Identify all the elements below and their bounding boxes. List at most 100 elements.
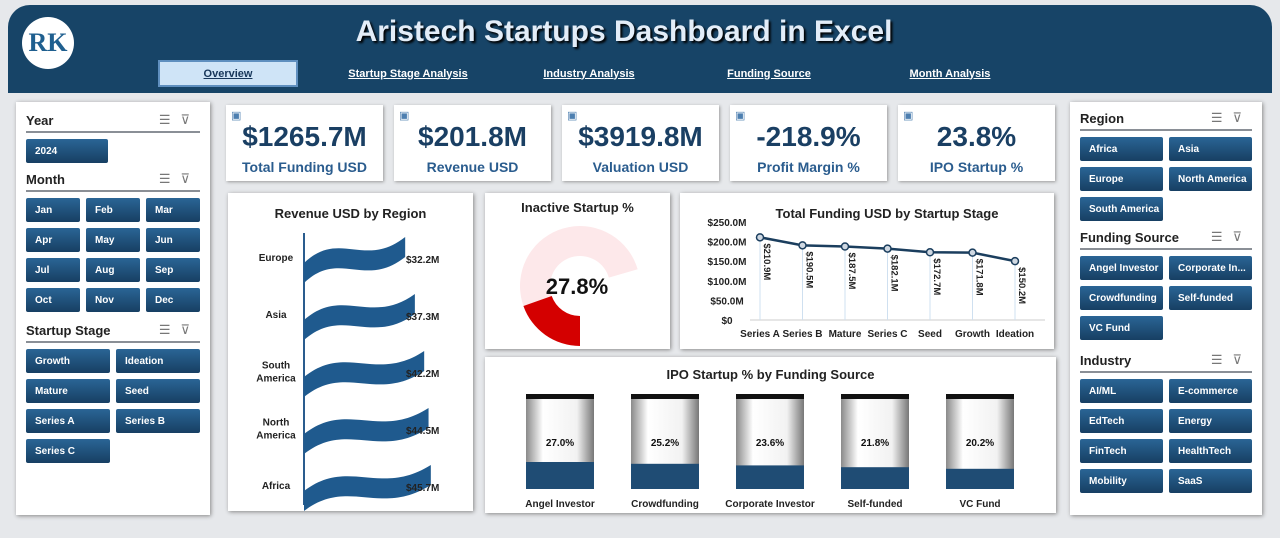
month-aug-button[interactable]: Aug [86,258,140,282]
cylinder-cap [736,394,804,399]
month-feb-button[interactable]: Feb [86,198,140,222]
bar-europe [304,237,406,283]
month-nov-button[interactable]: Nov [86,288,140,312]
data-label: $171.8M [974,259,985,296]
month-slicer-header: Month ☰⊽ [26,171,200,192]
stage-series-c-button[interactable]: Series C [26,439,110,463]
ipo-icon: ▣ [903,110,914,122]
industry-saas-button[interactable]: SaaS [1169,469,1252,493]
funding-vc-fund-button[interactable]: VC Fund [1080,316,1163,340]
industry-ai-ml-button[interactable]: AI/ML [1080,379,1163,403]
fill-bar [631,463,699,489]
gauge-value-arc [523,295,580,346]
stage-ideation-button[interactable]: Ideation [116,349,200,373]
data-label: 25.2% [651,438,679,449]
industry-mobility-button[interactable]: Mobility [1080,469,1163,493]
multiselect-clear-filter-icons[interactable]: ☰⊽ [158,171,200,186]
kpi-label: Total Funding USD [242,159,367,175]
year-2024-button[interactable]: 2024 [26,139,108,163]
funding-line-plot: $0 $50.0M $100.0M $150.0M $200.0M $250.0M $210… [708,218,1045,340]
month-jan-button[interactable]: Jan [26,198,80,222]
multiselect-clear-filter-icons[interactable]: ☰⊽ [1210,229,1252,244]
industry-energy-button[interactable]: Energy [1169,409,1252,433]
stage-series-a-button[interactable]: Series A [26,409,110,433]
multiselect-clear-filter-icons[interactable]: ☰⊽ [1210,352,1252,367]
kpi-value: 23.8% [936,121,1017,152]
fill-bar [946,468,1014,489]
month-sep-button[interactable]: Sep [146,258,200,282]
stage-series-b-button[interactable]: Series B [116,409,200,433]
point-ideation [1010,256,1020,266]
month-jul-button[interactable]: Jul [26,258,80,282]
y-tick-label: $150.0M [708,257,747,268]
category-label: Asia [265,310,287,321]
x-tick-label: Series C [867,329,907,340]
x-tick-label: Growth [955,329,990,340]
month-mar-button[interactable]: Mar [146,198,200,222]
x-tick-label: Seed [918,329,942,340]
funding-slicer: Angel Investor Corporate In... Crowdfundin… [1080,256,1252,340]
kpi-value: $201.8M [418,121,527,152]
kpi-card-revenue-usd: ▣ $201.8M Revenue USD [394,105,551,181]
month-apr-button[interactable]: Apr [26,228,80,252]
funding-slicer-title: Funding Source [1080,229,1179,245]
tab-industry-analysis[interactable]: Industry Analysis [543,67,635,80]
industry-e-commerce-button[interactable]: E-commerce [1169,379,1252,403]
month-oct-button[interactable]: Oct [26,288,80,312]
data-label: $190.5M [804,251,815,288]
region-asia-button[interactable]: Asia [1169,137,1252,161]
data-label: 23.6% [756,438,784,449]
stage-growth-button[interactable]: Growth [26,349,110,373]
y-tick-label: $0 [721,316,733,327]
point-mature [840,242,850,251]
y-tick-label: $250.0M [708,218,747,229]
funding-corporate-in-button[interactable]: Corporate In... [1169,256,1252,280]
category-label: North [263,418,290,429]
category-label: Angel Investor [525,499,595,510]
kpi-label: Revenue USD [426,159,519,175]
industry-fintech-button[interactable]: FinTech [1080,439,1163,463]
tab-funding-source[interactable]: Funding Source [727,67,811,80]
cylinder-cap [526,394,594,399]
kpi-value: $1265.7M [242,121,367,152]
multiselect-clear-filter-icons[interactable]: ☰⊽ [1210,110,1252,125]
stage-mature-button[interactable]: Mature [26,379,110,403]
tab-month-analysis[interactable]: Month Analysis [909,67,991,80]
month-dec-button[interactable]: Dec [146,288,200,312]
month-jun-button[interactable]: Jun [146,228,200,252]
tab-startup-stage-analysis[interactable]: Startup Stage Analysis [348,67,468,80]
region-north-america-button[interactable]: North America [1169,167,1252,191]
industry-healthtech-button[interactable]: HealthTech [1169,439,1252,463]
multiselect-clear-filter-icons[interactable]: ☰⊽ [158,322,200,337]
data-label: 27.0% [546,438,574,449]
multiselect-clear-filter-icons[interactable]: ☰⊽ [158,112,200,127]
region-south-america-button[interactable]: South America [1080,197,1163,221]
funding-self-funded-button[interactable]: Self-funded [1169,286,1252,310]
chart-title: Revenue USD by Region [274,206,427,221]
month-may-button[interactable]: May [86,228,140,252]
industry-edtech-button[interactable]: EdTech [1080,409,1163,433]
revenue-chart-icon: ▣ [399,110,410,122]
page-title: Aristech Startups Dashboard in Excel [355,15,893,48]
ipo-by-funding-chart: IPO Startup % by Funding Source 27.0% Ang… [485,357,1056,513]
inactive-gauge: 27.8% [520,226,638,346]
cylinder-cap [946,394,1014,399]
gauge-label: 27.8% [546,274,608,299]
tab-overview[interactable]: Overview [158,60,298,87]
kpi-card-total-funding-usd: ▣ $1265.7M Total Funding USD [226,105,383,181]
month-slicer-title: Month [26,171,65,187]
stage-seed-button[interactable]: Seed [116,379,200,403]
data-label: 20.2% [966,438,994,449]
category-label: South [262,361,290,372]
stage-slicer-title: Startup Stage [26,322,111,338]
category-label: Self-funded [848,499,903,510]
region-europe-button[interactable]: Europe [1080,167,1163,191]
region-africa-button[interactable]: Africa [1080,137,1163,161]
funding-angel-investor-button[interactable]: Angel Investor [1080,256,1163,280]
kpi-label: Profit Margin % [757,159,860,175]
x-tick-label: Ideation [996,329,1034,340]
funding-crowdfunding-button[interactable]: Crowdfunding [1080,286,1163,310]
kpi-value: $3919.8M [578,121,703,152]
ipo-plot: 27.0% Angel Investor 25.2% Crowdfunding 23.6… [525,394,1014,510]
year-slicer-title: Year [26,112,54,128]
